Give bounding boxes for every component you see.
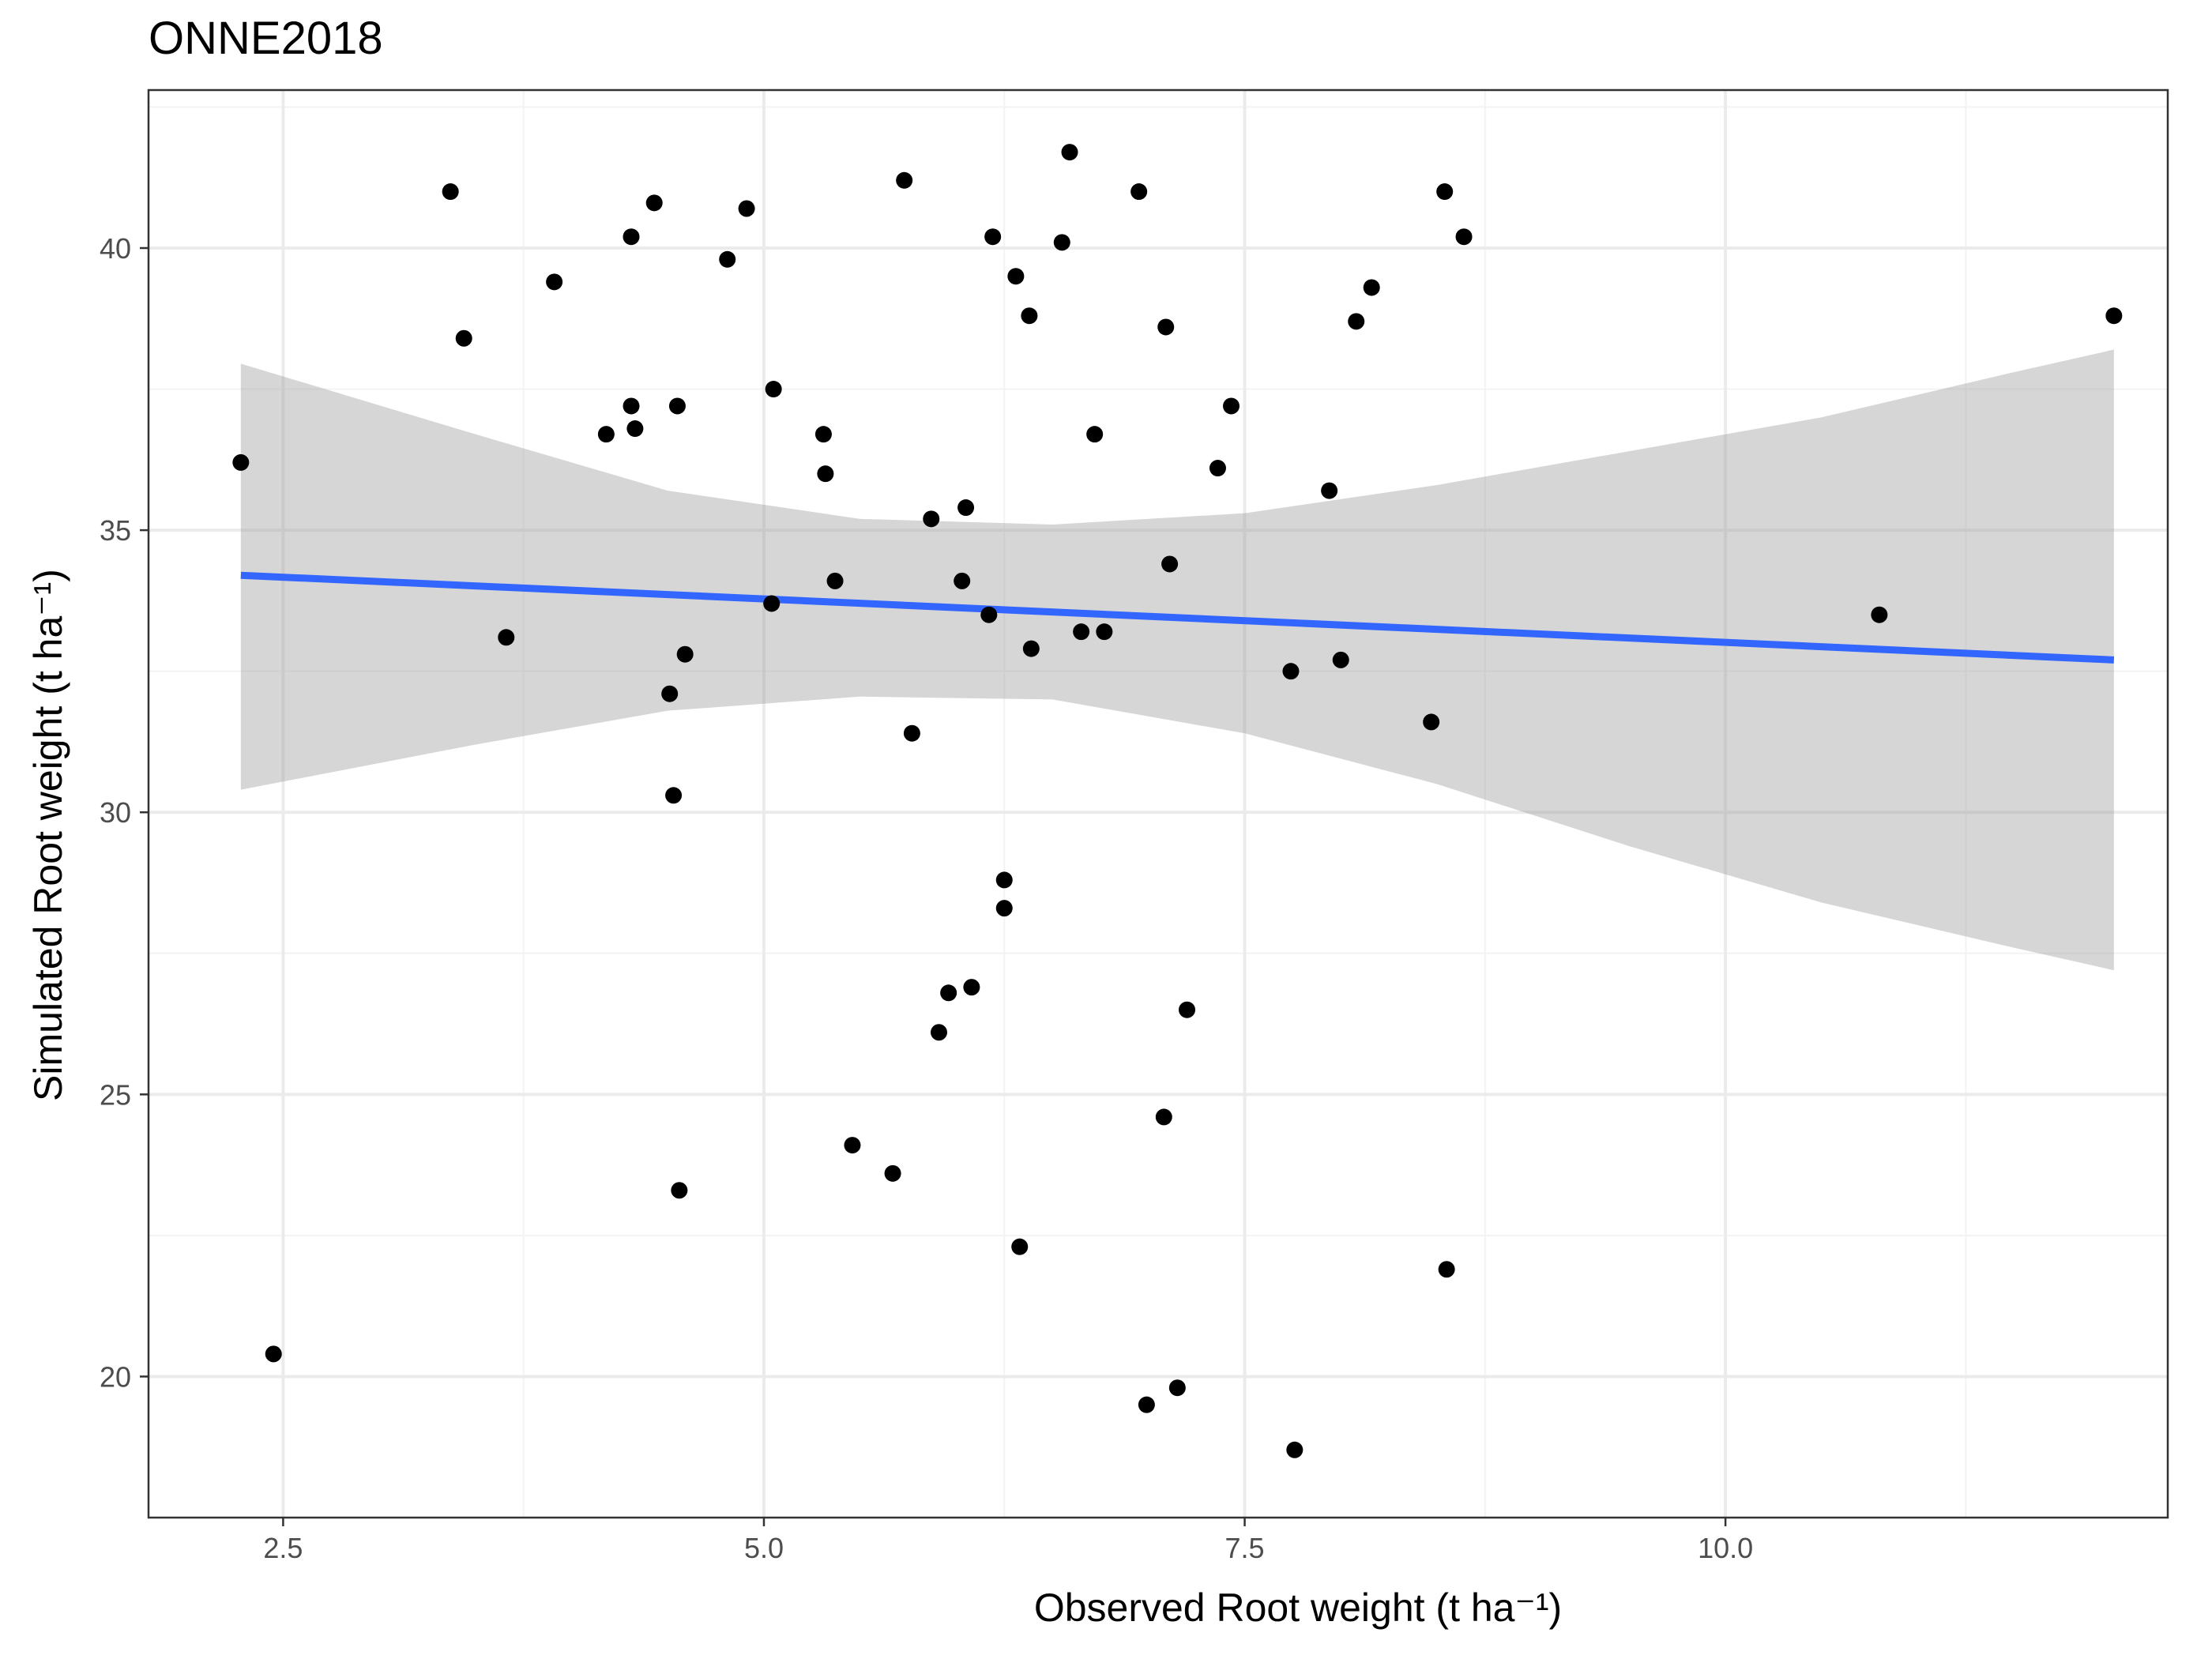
data-point-65 xyxy=(1871,606,1888,623)
data-point-15 xyxy=(676,645,694,663)
confidence-band xyxy=(240,349,2114,971)
data-point-59 xyxy=(1348,313,1365,330)
data-point-40 xyxy=(1022,640,1040,657)
data-point-58 xyxy=(1332,651,1349,668)
data-point-0 xyxy=(232,453,250,471)
data-point-44 xyxy=(1086,426,1104,443)
y-tick-label-1: 25 xyxy=(100,1078,131,1111)
data-point-63 xyxy=(1438,1261,1455,1278)
data-point-55 xyxy=(1282,663,1300,680)
data-point-2 xyxy=(442,183,459,201)
y-tick-label-4: 40 xyxy=(100,232,131,265)
x-axis-ticks: 2.5 5.0 7.5 10.0 xyxy=(263,1518,1753,1564)
data-point-16 xyxy=(719,250,736,268)
data-point-23 xyxy=(844,1137,861,1154)
data-point-21 xyxy=(817,465,834,483)
data-point-47 xyxy=(1138,1396,1155,1413)
y-axis-label: Simulated Root weight (t ha⁻¹) xyxy=(26,569,70,1101)
data-point-60 xyxy=(1363,279,1380,296)
data-point-52 xyxy=(1179,1001,1196,1018)
data-point-28 xyxy=(930,1024,947,1041)
data-point-17 xyxy=(738,200,755,217)
data-point-29 xyxy=(940,984,957,1002)
data-points xyxy=(232,144,2123,1458)
data-point-49 xyxy=(1157,318,1175,336)
data-point-3 xyxy=(455,329,472,347)
data-point-43 xyxy=(1073,623,1090,641)
data-point-36 xyxy=(995,900,1013,917)
data-point-34 xyxy=(984,228,1002,246)
data-point-56 xyxy=(1286,1441,1304,1458)
x-tick-label-3: 10.0 xyxy=(1698,1532,1753,1564)
data-point-25 xyxy=(896,171,913,189)
data-point-12 xyxy=(665,787,683,804)
data-point-7 xyxy=(623,228,640,246)
data-point-32 xyxy=(963,979,980,996)
data-point-61 xyxy=(1423,713,1440,731)
data-point-42 xyxy=(1061,144,1078,161)
data-point-41 xyxy=(1053,234,1070,251)
x-tick-label-2: 7.5 xyxy=(1225,1532,1265,1564)
y-tick-label-3: 35 xyxy=(100,514,131,547)
data-point-54 xyxy=(1223,397,1240,415)
data-point-26 xyxy=(903,724,920,742)
data-point-33 xyxy=(980,606,998,623)
chart-title: ONNE2018 xyxy=(149,13,383,64)
data-point-22 xyxy=(826,572,844,589)
data-point-51 xyxy=(1168,1379,1186,1397)
data-point-6 xyxy=(597,426,615,443)
data-point-5 xyxy=(546,273,563,291)
data-point-66 xyxy=(2105,307,2123,325)
data-point-19 xyxy=(765,381,782,398)
data-point-50 xyxy=(1161,555,1179,573)
x-tick-label-0: 2.5 xyxy=(263,1532,303,1564)
data-point-18 xyxy=(763,595,781,612)
data-point-57 xyxy=(1321,482,1338,499)
data-point-20 xyxy=(814,426,832,443)
data-point-62 xyxy=(1436,183,1454,201)
data-point-4 xyxy=(498,629,515,646)
data-point-45 xyxy=(1096,623,1113,641)
data-point-8 xyxy=(623,397,640,415)
data-point-46 xyxy=(1130,183,1148,201)
data-point-38 xyxy=(1011,1238,1029,1255)
y-axis-ticks: 20 25 30 35 40 xyxy=(100,232,149,1393)
data-point-37 xyxy=(1007,268,1025,285)
data-point-35 xyxy=(995,871,1013,889)
data-point-24 xyxy=(884,1164,901,1182)
y-tick-label-0: 20 xyxy=(100,1360,131,1393)
data-point-64 xyxy=(1455,228,1473,246)
data-point-14 xyxy=(671,1182,688,1199)
data-point-10 xyxy=(645,194,663,212)
data-point-30 xyxy=(954,572,971,589)
data-point-11 xyxy=(661,685,679,702)
y-tick-label-2: 30 xyxy=(100,796,131,829)
data-point-53 xyxy=(1209,460,1226,477)
x-axis-label: Observed Root weight (t ha⁻¹) xyxy=(1034,1586,1562,1630)
plot-panel-border xyxy=(147,88,2169,1519)
data-point-31 xyxy=(957,499,975,517)
data-point-27 xyxy=(923,510,940,528)
regression-line xyxy=(240,571,2115,664)
data-point-48 xyxy=(1155,1108,1172,1126)
data-point-13 xyxy=(668,397,686,415)
data-point-39 xyxy=(1021,307,1038,325)
x-tick-label-1: 5.0 xyxy=(744,1532,784,1564)
major-gridlines xyxy=(149,90,2168,1518)
data-point-1 xyxy=(265,1345,282,1363)
data-point-9 xyxy=(626,420,644,438)
